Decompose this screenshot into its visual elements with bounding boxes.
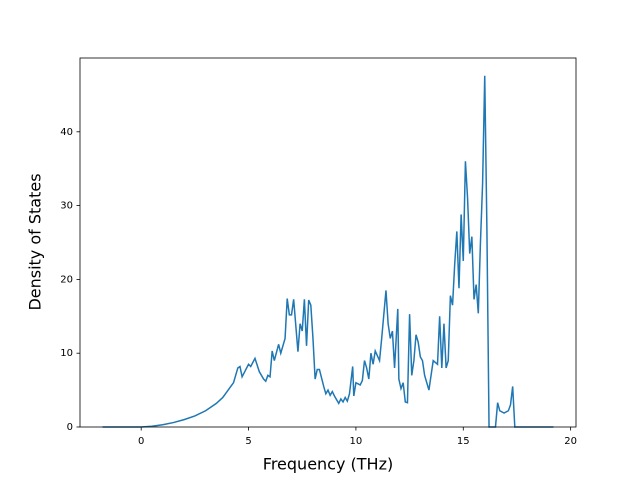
x-tick-label: 0 xyxy=(138,436,144,447)
y-tick-label: 20 xyxy=(60,274,73,285)
y-tick-label: 0 xyxy=(67,422,73,433)
x-tick-label: 20 xyxy=(564,436,577,447)
x-tick-label: 10 xyxy=(350,436,363,447)
y-tick-label: 40 xyxy=(60,127,73,138)
plot-frame xyxy=(79,57,577,428)
line xyxy=(102,75,554,428)
x-tick-label: 15 xyxy=(457,436,470,447)
x-axis-label: Frequency (THz) xyxy=(263,455,393,474)
x-tick-label: 5 xyxy=(245,436,251,447)
y-tick-label: 10 xyxy=(60,348,73,359)
y-axis-label: Density of States xyxy=(26,173,45,310)
y-tick-label: 30 xyxy=(60,201,73,212)
